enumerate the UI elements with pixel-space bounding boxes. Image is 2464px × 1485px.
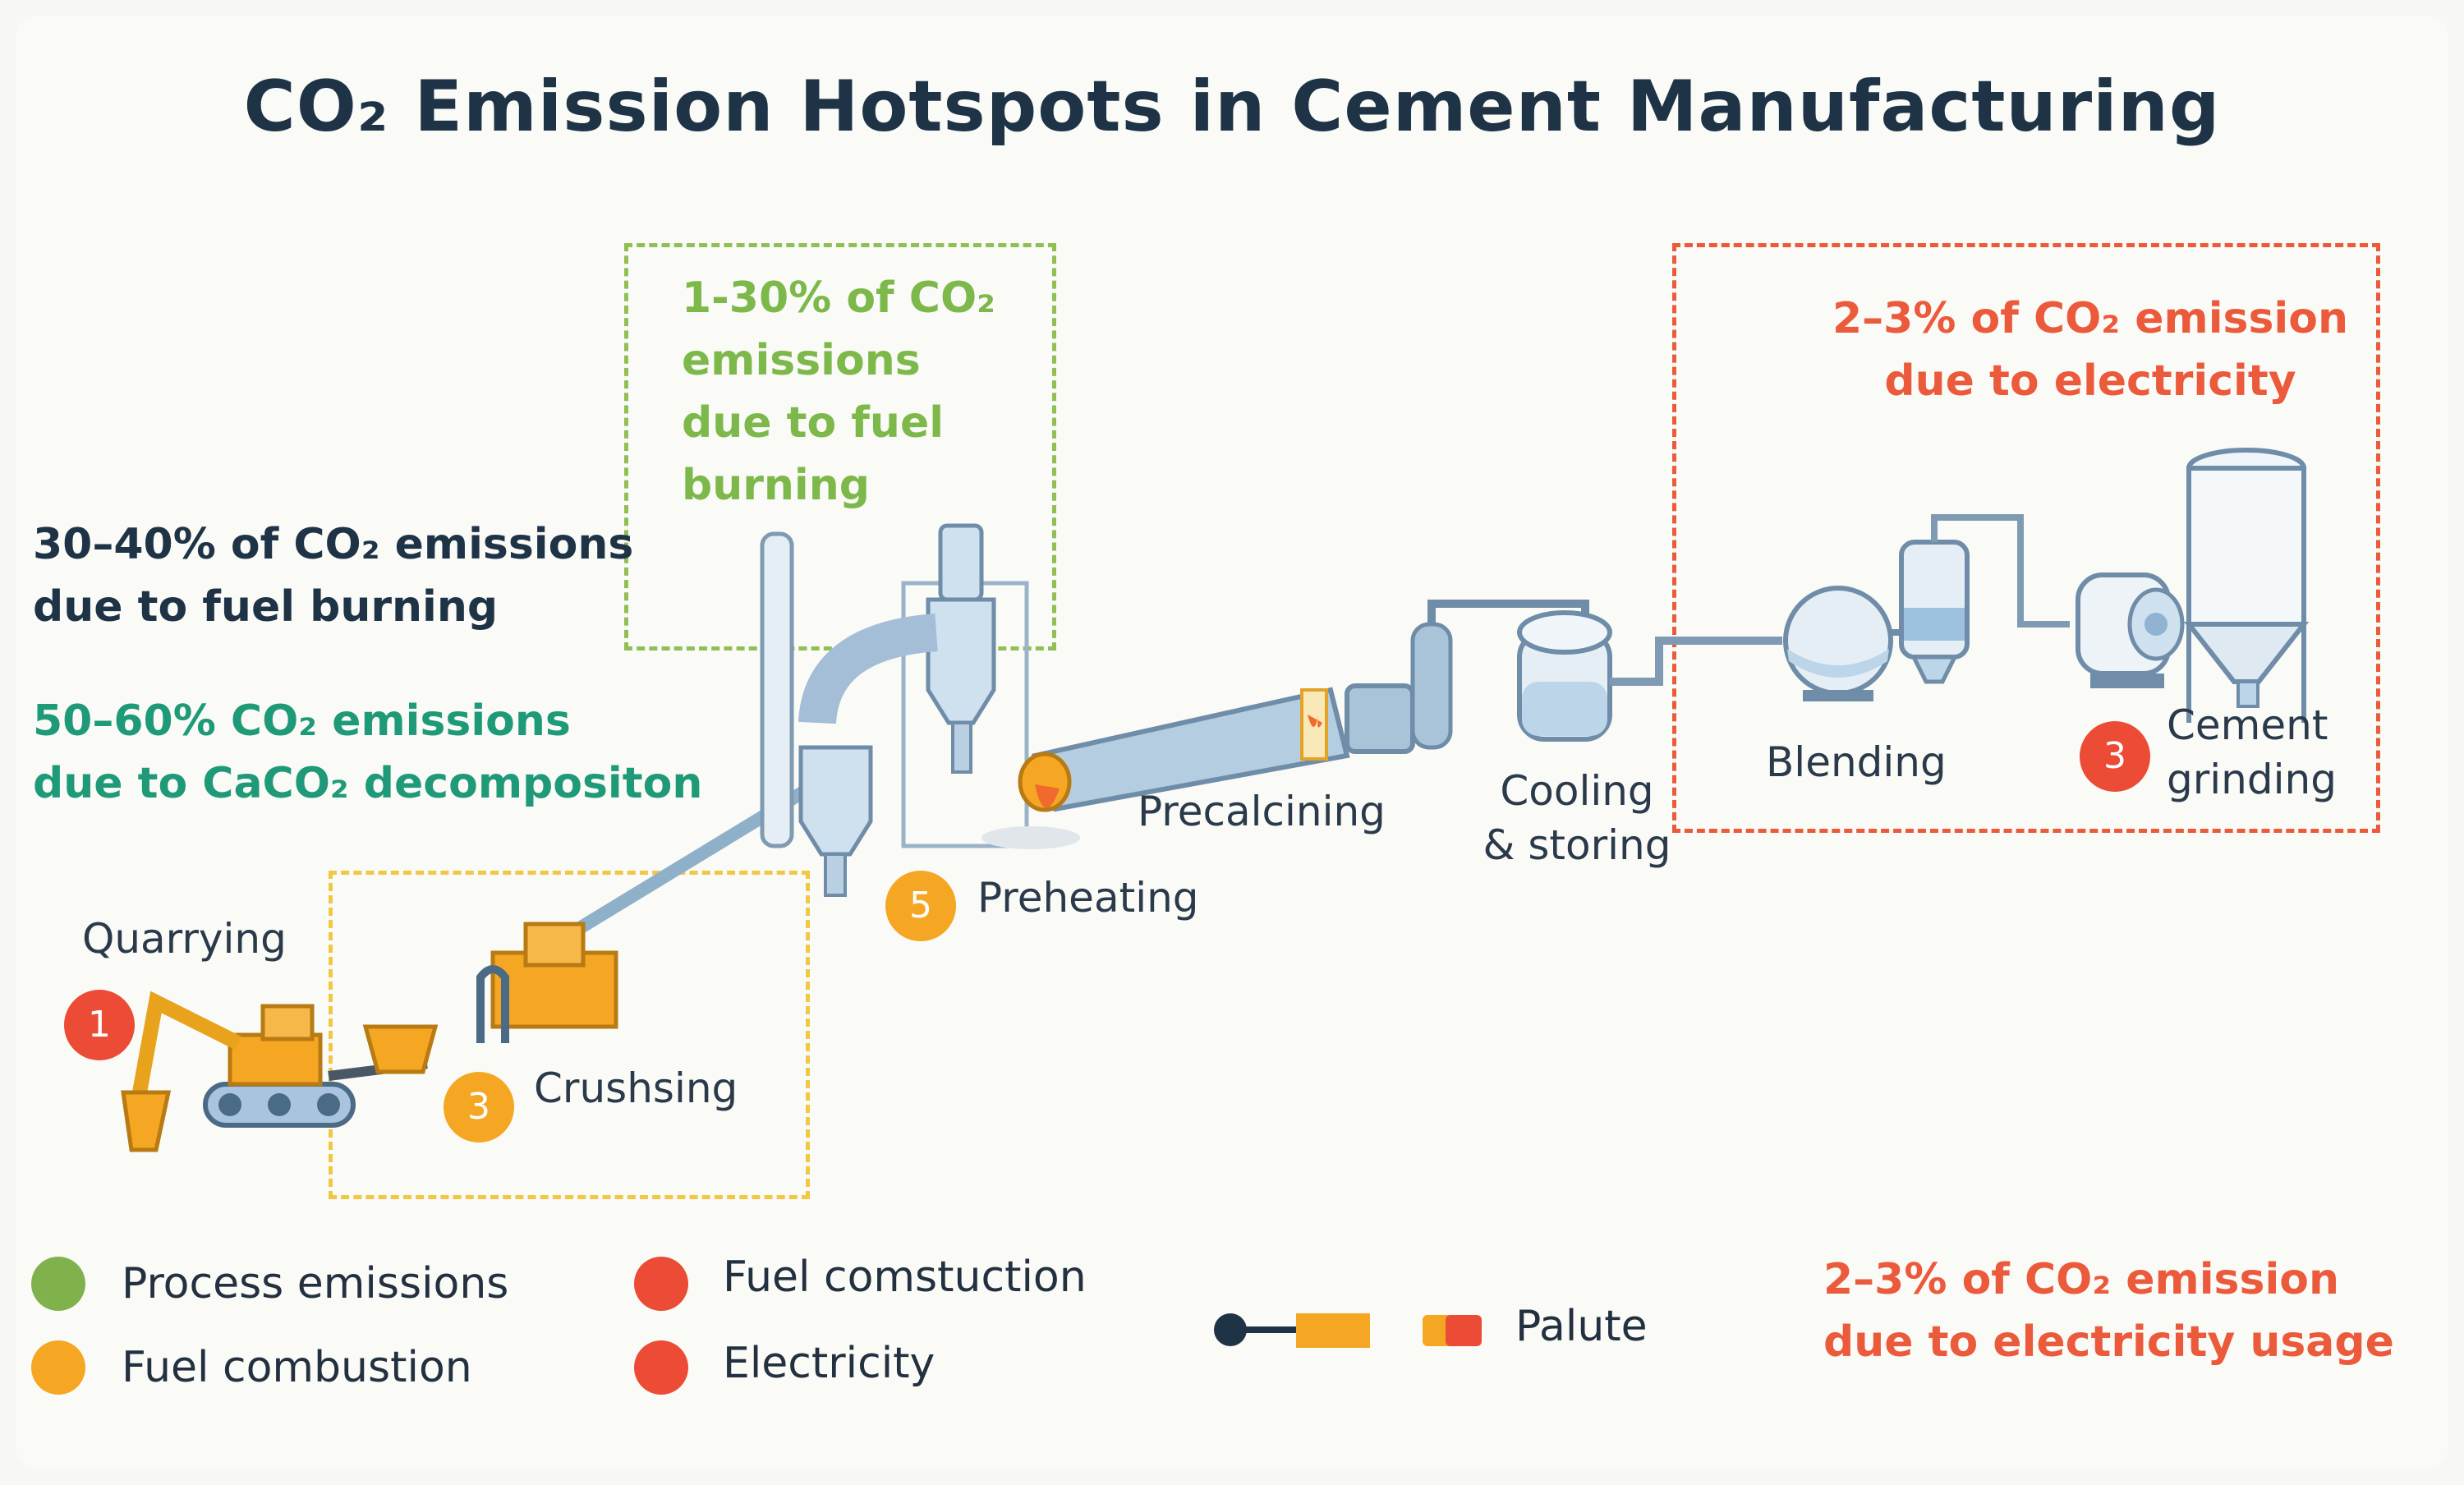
stack-icon bbox=[760, 531, 794, 848]
legend-dot-fuel-comstuction bbox=[634, 1257, 688, 1311]
bottom-electricity-annotation: 2–3% of CO₂ emission due to electricity … bbox=[1823, 1248, 2394, 1373]
page-title: CO₂ Emission Hotspots in Cement Manufact… bbox=[243, 66, 2221, 148]
preheater-tower-icon bbox=[798, 523, 1029, 897]
decomposition-line-1: 50–60% CO₂ emissions bbox=[33, 697, 571, 746]
kiln-fuel-annotation: 30–40% of CO₂ emissions due to fuel burn… bbox=[33, 513, 633, 638]
grinding-badge: 3 bbox=[2080, 721, 2150, 792]
legend-fuel-comstuction: Fuel comstuction bbox=[723, 1253, 1087, 1302]
decomposition-line-2: due to CaCO₂ decompositon bbox=[33, 759, 703, 808]
crushing-box bbox=[329, 871, 810, 1199]
cooling-label: Cooling & storing bbox=[1478, 764, 1676, 872]
bottom-electricity-line-1: 2–3% of CO₂ emission bbox=[1823, 1255, 2340, 1304]
palette-swatch-icon bbox=[1214, 1313, 1482, 1348]
preheater-fuel-line-3: due to fuel bbox=[682, 398, 945, 448]
crusher-icon bbox=[476, 922, 618, 1043]
excavator-icon bbox=[121, 991, 356, 1152]
blending-label: Blending bbox=[1766, 738, 1947, 786]
cooling-label-line-2: & storing bbox=[1483, 821, 1671, 869]
quarrying-label: Quarrying bbox=[82, 915, 287, 963]
preheater-fuel-annotation: 1-30% of CO₂ emissions due to fuel burni… bbox=[682, 267, 995, 517]
grinding-electricity-line-2: due to electricity bbox=[1884, 356, 2296, 406]
grinding-label-line-1: Cement bbox=[2167, 701, 2328, 749]
preheater-fuel-line-4: burning bbox=[682, 461, 870, 510]
electricity-box bbox=[1672, 243, 2380, 833]
preheating-label: Preheating bbox=[977, 874, 1199, 922]
cooling-label-line-1: Cooling bbox=[1500, 767, 1654, 815]
preheating-badge: 5 bbox=[885, 871, 956, 941]
decomposition-annotation: 50–60% CO₂ emissions due to CaCO₂ decomp… bbox=[33, 690, 702, 815]
quarrying-badge: 1 bbox=[64, 990, 135, 1060]
legend-fuel-combustion: Fuel combustion bbox=[122, 1343, 472, 1392]
ore-cart-icon bbox=[362, 1024, 439, 1074]
grinding-label: Cement grinding bbox=[2167, 698, 2337, 807]
legend-dot-process bbox=[31, 1257, 85, 1311]
kiln-fuel-line-1: 30–40% of CO₂ emissions bbox=[33, 520, 634, 569]
grinding-label-line-2: grinding bbox=[2167, 756, 2337, 803]
grinding-mill-icon bbox=[2076, 572, 2185, 688]
crushing-label: Crushsing bbox=[534, 1064, 738, 1112]
kiln-fuel-line-2: due to fuel burning bbox=[33, 582, 499, 632]
blending-icon bbox=[1783, 514, 2070, 701]
rotary-kiln-icon bbox=[981, 683, 1415, 849]
palette-label: Palute bbox=[1515, 1302, 1648, 1351]
preheater-fuel-line-2: emissions bbox=[682, 336, 921, 385]
crushing-badge: 3 bbox=[444, 1072, 514, 1142]
grinding-electricity-line-1: 2–3% of CO₂ emission bbox=[1832, 294, 2348, 343]
bottom-electricity-line-2: due to electricity usage bbox=[1823, 1317, 2394, 1367]
legend-process-emissions: Process emissions bbox=[122, 1259, 509, 1308]
legend-dot-fuel-combustion bbox=[31, 1340, 85, 1395]
legend-electricity: Electricity bbox=[723, 1339, 935, 1388]
preheater-fuel-line-1: 1-30% of CO₂ bbox=[682, 274, 995, 323]
cement-silo-icon bbox=[2183, 448, 2310, 723]
cooler-icon bbox=[1410, 600, 1612, 750]
grinding-electricity-annotation: 2–3% of CO₂ emission due to electricity bbox=[1827, 287, 2353, 412]
legend-dot-electricity bbox=[634, 1340, 688, 1395]
precalcining-label: Precalcining bbox=[1138, 788, 1386, 835]
